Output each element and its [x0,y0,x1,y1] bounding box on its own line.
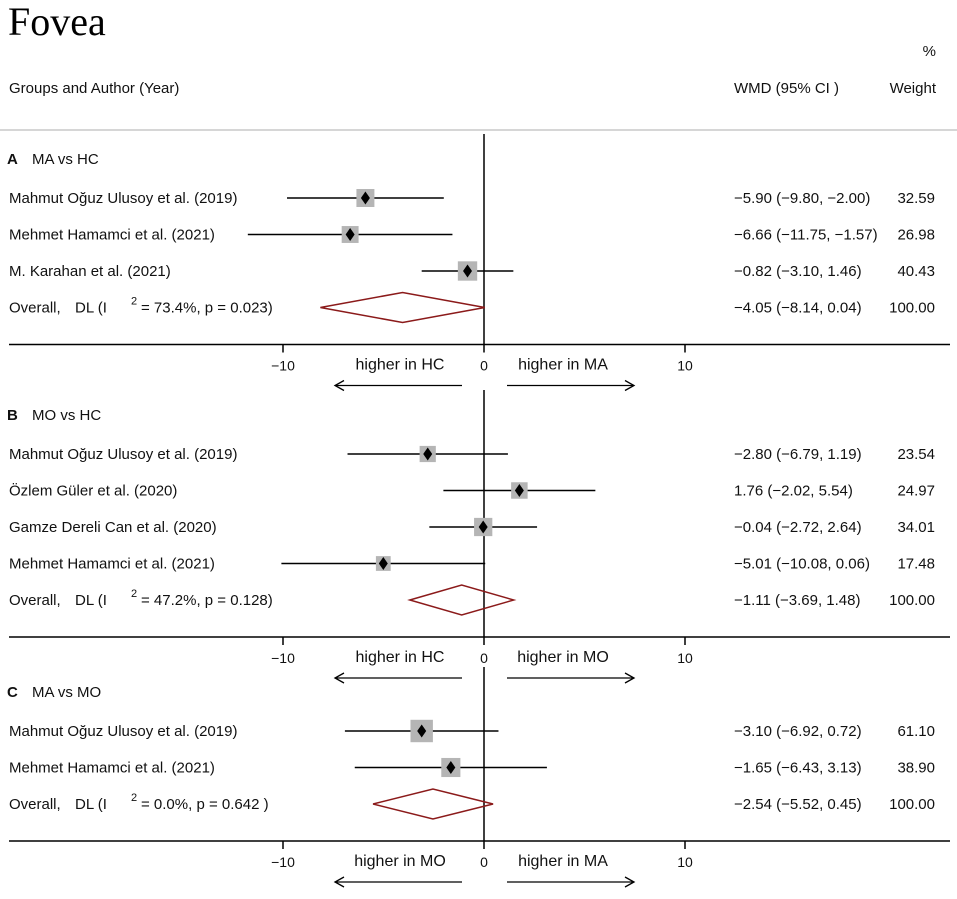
study-label: Özlem Güler et al. (2020) [9,482,177,500]
point-estimate [360,191,370,205]
panel-c: C MA vs MO Mahmut Oğuz Ulusoy et al. (2019… [7,667,950,888]
study-label: Mehmet Hamamci et al. (2021) [9,227,215,244]
panel-letter: C [7,684,18,701]
overall-ci-value: −4.05 (−8.14, 0.04) [734,300,862,317]
heterogeneity-stats: = 47.2%, p = 0.128) [141,592,273,609]
point-estimate [463,264,473,278]
favours-right-label: higher in MA [518,853,608,870]
column-header-wmd: WMD (95% CI ) [734,80,839,97]
panel-title: MA vs MO [32,684,101,701]
favours-left-label: higher in HC [356,357,445,374]
ci-value: −0.82 (−3.10, 1.46) [734,263,862,280]
study-label: Gamze Dereli Can et al. (2020) [9,519,217,536]
point-estimate [345,228,355,241]
x-tick-label: −10 [271,650,295,666]
panel-a: A MA vs HC Mahmut Oğuz Ulusoy et al. (2019… [7,134,950,392]
overall-diamond [372,788,494,820]
heterogeneity-prefix: DL (I [75,592,107,609]
overall-weight-value: 100.00 [889,592,935,609]
overall-ci-value: −1.11 (−3.69, 1.48) [734,592,860,609]
heterogeneity-stats: = 73.4%, p = 0.023) [141,300,273,317]
chart-title: Fovea [8,0,106,44]
weight-value: 32.59 [897,190,935,207]
right-arrow-head [624,379,636,392]
ci-value: −5.90 (−9.80, −2.00) [734,190,870,207]
weight-value: 40.43 [897,263,935,280]
x-tick-label: 0 [480,854,488,870]
right-arrow-head [624,876,636,888]
point-estimate [378,557,388,570]
point-estimate [514,484,524,497]
study-label: Mahmut Oğuz Ulusoy et al. (2019) [9,190,237,207]
study-label: Mahmut Oğuz Ulusoy et al. (2019) [9,723,237,740]
left-arrow-head [333,379,345,392]
heterogeneity-prefix: DL (I [75,300,107,317]
panel-letter: B [7,407,18,424]
overall-label: Overall, [9,300,61,317]
weight-value: 61.10 [897,723,935,740]
point-estimate [417,724,427,738]
favours-left-label: higher in HC [356,649,445,666]
weight-value: 38.90 [897,760,935,777]
favours-right-label: higher in MA [518,357,608,374]
weight-value: 23.54 [897,446,935,463]
study-label: Mehmet Hamamci et al. (2021) [9,556,215,573]
weight-value: 24.97 [897,483,935,500]
x-tick-label: −10 [271,358,295,374]
ci-value: −2.80 (−6.79, 1.19) [734,446,862,463]
panel-title: MA vs HC [32,151,99,168]
left-arrow-head [333,672,345,684]
left-arrow-head [333,876,345,888]
overall-label: Overall, [9,796,61,813]
overall-ci-value: −2.54 (−5.52, 0.45) [734,796,862,813]
heterogeneity-superscript: 2 [131,296,137,308]
right-arrow-head [624,672,636,684]
panel-b: B MO vs HC Mahmut Oğuz Ulusoy et al. (2019… [7,390,950,684]
ci-value: −6.66 (−11.75, −1.57) [734,227,878,244]
ci-value: −0.04 (−2.72, 2.64) [734,519,862,536]
heterogeneity-prefix: DL (I [75,796,107,813]
x-tick-label: 0 [480,650,488,666]
weight-value: 34.01 [897,519,935,536]
heterogeneity-superscript: 2 [131,792,137,804]
study-label: Mehmet Hamamci et al. (2021) [9,760,215,777]
x-tick-label: −10 [271,854,295,870]
overall-weight-value: 100.00 [889,300,935,317]
ci-value: −3.10 (−6.92, 0.72) [734,723,862,740]
overall-label: Overall, [9,592,61,609]
ci-value: −1.65 (−6.43, 3.13) [734,760,862,777]
x-tick-label: 10 [677,854,693,870]
favours-left-label: higher in MO [354,853,446,870]
ci-value: 1.76 (−2.02, 5.54) [734,483,853,500]
x-tick-label: 10 [677,358,693,374]
ci-value: −5.01 (−10.08, 0.06) [734,556,870,573]
overall-weight-value: 100.00 [889,796,935,813]
panel-title: MO vs HC [32,407,101,424]
x-tick-label: 10 [677,650,693,666]
overall-diamond [320,291,485,324]
overall-diamond [407,584,517,616]
panel-letter: A [7,151,18,168]
study-label: M. Karahan et al. (2021) [9,263,171,280]
favours-right-label: higher in MO [517,649,609,666]
weight-value: 17.48 [897,556,935,573]
weight-percent-header: % [923,43,936,60]
point-estimate [478,520,488,534]
point-estimate [446,761,456,774]
column-header-author: Groups and Author (Year) [9,80,179,97]
weight-value: 26.98 [897,227,935,244]
x-tick-label: 0 [480,358,488,374]
point-estimate [423,447,433,461]
heterogeneity-superscript: 2 [131,588,137,600]
column-header-weight: Weight [890,80,937,97]
heterogeneity-stats: = 0.0%, p = 0.642 ) [141,796,269,813]
study-label: Mahmut Oğuz Ulusoy et al. (2019) [9,446,237,463]
